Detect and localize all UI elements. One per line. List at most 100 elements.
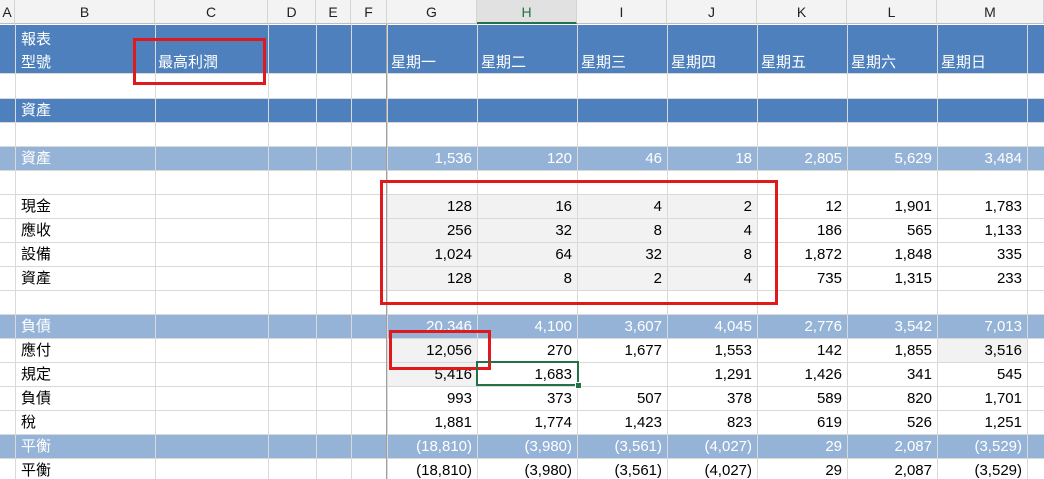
value-cell-k[interactable]: 1,426 — [804, 366, 842, 383]
row-label[interactable]: 資產 — [21, 150, 52, 167]
row-label[interactable]: 負債 — [21, 318, 52, 335]
value-cell-j[interactable]: 2 — [743, 198, 752, 215]
row-label[interactable]: 應付 — [21, 342, 52, 359]
value-cell-g[interactable]: 1,881 — [434, 414, 472, 431]
value-cell-l[interactable]: 526 — [906, 414, 932, 431]
value-cell-j[interactable]: 4 — [743, 270, 752, 287]
row-label[interactable]: 稅 — [21, 414, 37, 431]
column-header-a[interactable]: A — [0, 0, 15, 24]
value-cell-g[interactable]: 128 — [446, 270, 472, 287]
fill-handle[interactable] — [575, 382, 582, 389]
value-cell-j[interactable]: 1,553 — [714, 342, 752, 359]
value-cell-h[interactable]: 1,774 — [534, 414, 572, 431]
active-cell-selection[interactable] — [476, 361, 579, 386]
value-cell-l[interactable]: 1,901 — [894, 198, 932, 215]
value-cell-i[interactable]: (3,561) — [614, 438, 662, 455]
column-header-d[interactable]: D — [268, 0, 316, 24]
value-cell-m[interactable]: 7,013 — [984, 318, 1022, 335]
row-label[interactable]: 負債 — [21, 390, 52, 407]
value-cell-i[interactable]: 46 — [645, 150, 662, 167]
value-cell-g[interactable]: (18,810) — [416, 462, 472, 479]
row-label[interactable]: 資產 — [21, 270, 52, 287]
column-header-c[interactable]: C — [155, 0, 268, 24]
value-cell-i[interactable]: 32 — [645, 246, 662, 263]
value-cell-j[interactable]: (4,027) — [704, 438, 752, 455]
value-cell-j[interactable]: 378 — [726, 390, 752, 407]
value-cell-m[interactable]: 1,133 — [984, 222, 1022, 239]
value-cell-m[interactable]: (3,529) — [974, 462, 1022, 479]
value-cell-k[interactable]: 2,776 — [804, 318, 842, 335]
value-cell-k[interactable]: 619 — [816, 414, 842, 431]
value-cell-m[interactable]: 1,251 — [984, 414, 1022, 431]
value-cell-m[interactable]: 545 — [996, 366, 1022, 383]
value-cell-k[interactable]: 29 — [825, 462, 842, 479]
value-cell-i[interactable]: 8 — [653, 222, 662, 239]
value-cell-i[interactable]: 1,423 — [624, 414, 662, 431]
value-cell-j[interactable]: 18 — [735, 150, 752, 167]
value-cell-l[interactable]: 1,855 — [894, 342, 932, 359]
value-cell-h[interactable]: 373 — [546, 390, 572, 407]
value-cell-k[interactable]: 186 — [816, 222, 842, 239]
value-cell-l[interactable]: 565 — [906, 222, 932, 239]
model-selector-cell[interactable]: 最高利潤 — [158, 54, 219, 71]
value-cell-g[interactable]: 5,416 — [434, 366, 472, 383]
row-label[interactable]: 設備 — [21, 246, 52, 263]
value-cell-h[interactable]: 1,683 — [534, 366, 572, 383]
value-cell-j[interactable]: 4,045 — [714, 318, 752, 335]
value-cell-m[interactable]: 233 — [996, 270, 1022, 287]
value-cell-i[interactable]: (3,561) — [614, 462, 662, 479]
value-cell-l[interactable]: 1,848 — [894, 246, 932, 263]
column-header-b[interactable]: B — [15, 0, 155, 24]
value-cell-j[interactable]: 823 — [726, 414, 752, 431]
value-cell-i[interactable]: 1,677 — [624, 342, 662, 359]
value-cell-h[interactable]: 4,100 — [534, 318, 572, 335]
frozen-pane-divider[interactable] — [386, 24, 387, 479]
value-cell-g[interactable]: 1,024 — [434, 246, 472, 263]
value-cell-h[interactable]: (3,980) — [524, 438, 572, 455]
value-cell-i[interactable]: 2 — [653, 270, 662, 287]
column-header-m[interactable]: M — [937, 0, 1044, 24]
value-cell-h[interactable]: 32 — [555, 222, 572, 239]
value-cell-h[interactable]: 270 — [546, 342, 572, 359]
value-cell-k[interactable]: 12 — [825, 198, 842, 215]
column-header-e[interactable]: E — [316, 0, 351, 24]
value-cell-l[interactable]: 1,315 — [894, 270, 932, 287]
column-header-f[interactable]: F — [351, 0, 387, 24]
row-label[interactable]: 平衡 — [21, 438, 52, 455]
value-cell-m[interactable]: 1,701 — [984, 390, 1022, 407]
column-header-j[interactable]: J — [667, 0, 757, 24]
value-cell-k[interactable]: 29 — [825, 438, 842, 455]
value-cell-m[interactable]: (3,529) — [974, 438, 1022, 455]
column-header-k[interactable]: K — [757, 0, 847, 24]
value-cell-l[interactable]: 2,087 — [894, 462, 932, 479]
value-cell-l[interactable]: 5,629 — [894, 150, 932, 167]
value-cell-k[interactable]: 2,805 — [804, 150, 842, 167]
value-cell-h[interactable]: (3,980) — [524, 462, 572, 479]
value-cell-h[interactable]: 64 — [555, 246, 572, 263]
value-cell-g[interactable]: 12,056 — [426, 342, 472, 359]
value-cell-l[interactable]: 2,087 — [894, 438, 932, 455]
row-label[interactable]: 應收 — [21, 222, 52, 239]
value-cell-h[interactable]: 120 — [546, 150, 572, 167]
column-header-g[interactable]: G — [387, 0, 477, 24]
value-cell-m[interactable]: 3,516 — [984, 342, 1022, 359]
value-cell-k[interactable]: 1,872 — [804, 246, 842, 263]
column-header-l[interactable]: L — [847, 0, 937, 24]
row-label[interactable]: 現金 — [21, 198, 52, 215]
value-cell-i[interactable]: 507 — [636, 390, 662, 407]
value-cell-g[interactable]: 256 — [446, 222, 472, 239]
value-cell-m[interactable]: 1,783 — [984, 198, 1022, 215]
value-cell-l[interactable]: 3,542 — [894, 318, 932, 335]
value-cell-i[interactable] — [579, 363, 662, 386]
value-cell-j[interactable]: (4,027) — [704, 462, 752, 479]
value-cell-k[interactable]: 589 — [816, 390, 842, 407]
value-cell-m[interactable]: 335 — [996, 246, 1022, 263]
value-cell-m[interactable]: 3,484 — [984, 150, 1022, 167]
column-header-h[interactable]: H — [477, 0, 577, 24]
row-label[interactable]: 規定 — [21, 366, 52, 383]
value-cell-j[interactable]: 8 — [743, 246, 752, 263]
value-cell-g[interactable]: 128 — [446, 198, 472, 215]
value-cell-k[interactable]: 735 — [816, 270, 842, 287]
value-cell-l[interactable]: 341 — [906, 366, 932, 383]
value-cell-i[interactable]: 3,607 — [624, 318, 662, 335]
